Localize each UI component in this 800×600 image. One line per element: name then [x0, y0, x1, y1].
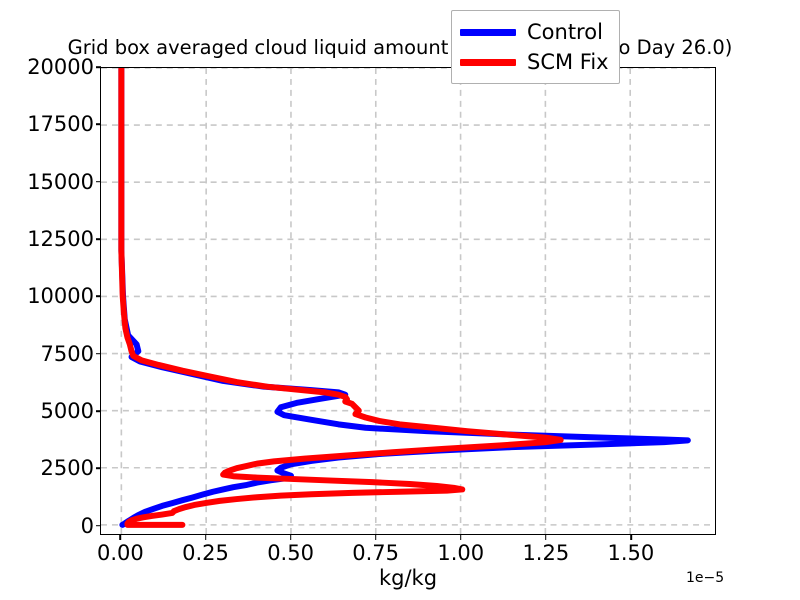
- x-tick-mark-0: [119, 535, 122, 540]
- x-tick-mark-5: [545, 535, 547, 540]
- x-tick-label-2: 0.50: [267, 541, 314, 565]
- x-tick-label-1: 0.25: [182, 541, 229, 565]
- y-tick-mark-2: [96, 410, 101, 412]
- legend-label: SCM Fix: [527, 50, 609, 74]
- y-tick-label-2: 5000: [40, 399, 94, 424]
- legend-entry-scm-fix[interactable]: SCM Fix: [460, 47, 609, 77]
- x-axis-offset-text: 1e−5: [686, 570, 725, 586]
- y-tick-label-0: 0: [80, 513, 94, 538]
- x-axis-label: kg/kg: [378, 566, 438, 590]
- y-tick-mark-8: [96, 66, 101, 68]
- x-tick-mark-4: [459, 535, 462, 540]
- y-tick-label-3: 7500: [40, 341, 94, 366]
- chart-title: Grid box averaged cloud liquid amount Pr…: [67, 36, 733, 59]
- x-tick-mark-1: [204, 535, 207, 540]
- plot-area: [100, 67, 716, 535]
- x-tick-mark-6: [630, 535, 632, 540]
- legend-swatch-icon: [460, 58, 516, 66]
- legend-swatch-icon: [460, 28, 516, 36]
- y-tick-label-8: 20000: [27, 55, 94, 79]
- y-tick-mark-7: [96, 123, 101, 126]
- data-series-layer: [118, 68, 691, 528]
- y-tick-mark-4: [96, 295, 101, 298]
- series-line-scm-fix: [118, 68, 564, 528]
- legend-label: Control: [527, 20, 603, 44]
- x-tick-label-4: 1.00: [437, 541, 485, 565]
- x-tick-label-6: 1.50: [607, 541, 655, 565]
- chart-legend[interactable]: Control SCM Fix: [451, 10, 620, 84]
- legend-entry-control[interactable]: Control: [460, 17, 609, 47]
- y-tick-mark-5: [96, 238, 101, 240]
- y-tick-label-5: 12500: [27, 227, 94, 252]
- x-tick-label-0: 0.00: [97, 541, 144, 565]
- y-tick-label-7: 17500: [27, 112, 94, 137]
- y-tick-mark-6: [96, 180, 101, 183]
- x-tick-mark-2: [289, 535, 292, 540]
- x-tick-mark-3: [374, 535, 377, 540]
- y-tick-mark-3: [96, 352, 101, 355]
- y-tick-label-4: 10000: [27, 284, 94, 309]
- gridlines: [101, 68, 715, 534]
- x-tick-label-3: 0.75: [352, 541, 400, 565]
- y-tick-label-6: 15000: [27, 169, 94, 194]
- y-tick-mark-0: [96, 525, 101, 527]
- y-tick-mark-1: [96, 467, 101, 470]
- x-tick-label-5: 1.25: [522, 541, 570, 565]
- plot-svg: [101, 68, 715, 534]
- y-tick-label-1: 2500: [40, 456, 94, 481]
